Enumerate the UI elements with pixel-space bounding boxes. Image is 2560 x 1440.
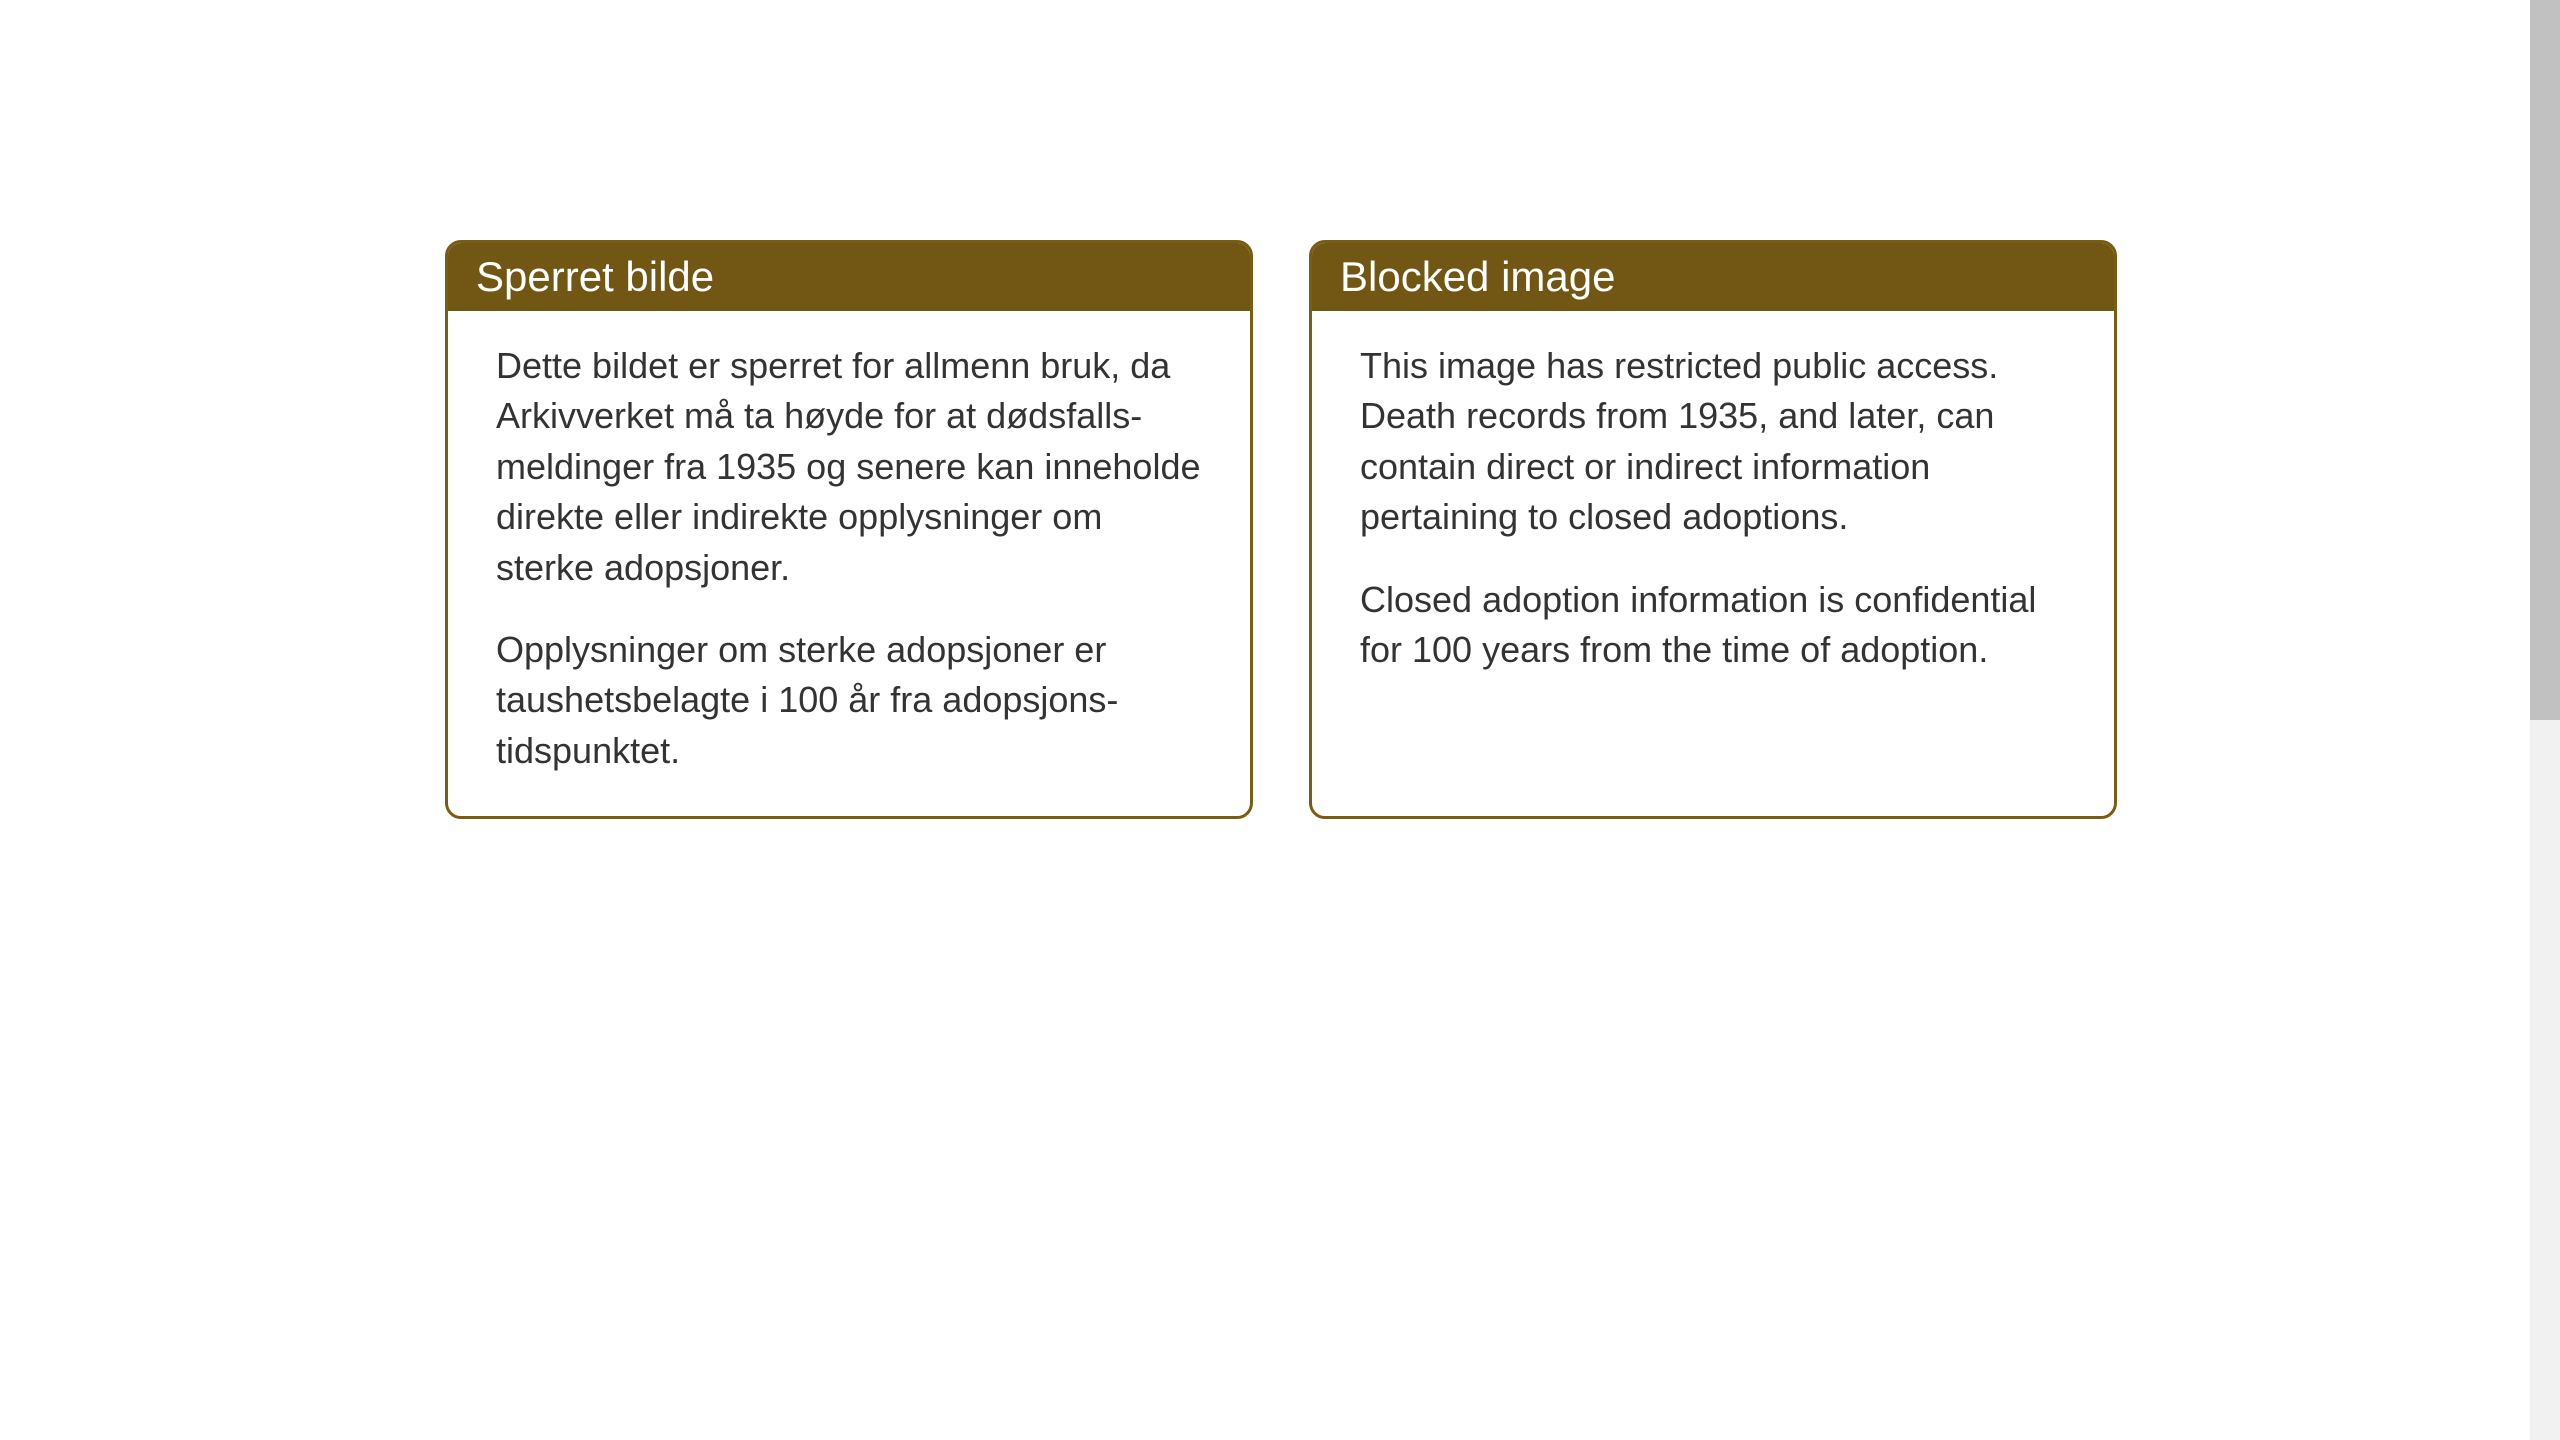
norwegian-paragraph-2: Opplysninger om sterke adopsjoner er tau… <box>496 625 1202 776</box>
english-paragraph-1: This image has restricted public access.… <box>1360 341 2066 543</box>
norwegian-card-header: Sperret bilde <box>448 243 1250 311</box>
notice-cards-container: Sperret bilde Dette bildet er sperret fo… <box>445 240 2117 819</box>
norwegian-notice-card: Sperret bilde Dette bildet er sperret fo… <box>445 240 1253 819</box>
vertical-scrollbar[interactable] <box>2530 0 2560 1440</box>
norwegian-paragraph-1: Dette bildet er sperret for allmenn bruk… <box>496 341 1202 593</box>
norwegian-card-body: Dette bildet er sperret for allmenn bruk… <box>448 311 1250 816</box>
english-card-body: This image has restricted public access.… <box>1312 311 2114 751</box>
english-card-title: Blocked image <box>1340 253 1615 300</box>
english-notice-card: Blocked image This image has restricted … <box>1309 240 2117 819</box>
scrollbar-thumb[interactable] <box>2530 0 2560 720</box>
english-paragraph-2: Closed adoption information is confident… <box>1360 575 2066 676</box>
english-card-header: Blocked image <box>1312 243 2114 311</box>
norwegian-card-title: Sperret bilde <box>476 253 714 300</box>
